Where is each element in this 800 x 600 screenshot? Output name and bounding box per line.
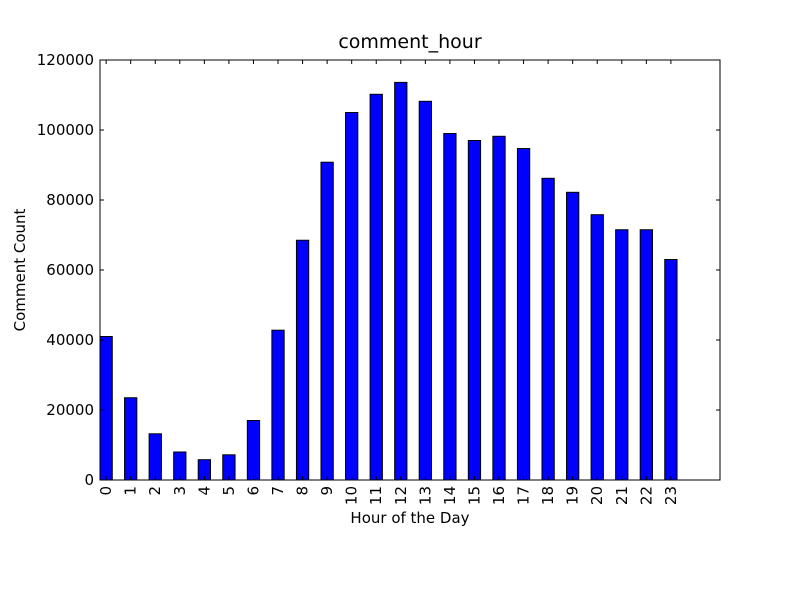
bars-group bbox=[99, 81, 678, 481]
y-tick-label: 100000 bbox=[37, 121, 94, 139]
x-tick-label: 18 bbox=[539, 486, 557, 505]
x-tick-label: 0 bbox=[97, 486, 115, 496]
x-axis-ticks: 0 1 2 3 4 5 6 7 8 9 10 11 12 13 14 15 16 17 18 19 20 21 22 23 bbox=[97, 60, 680, 505]
x-tick-label: 12 bbox=[392, 486, 410, 505]
x-tick-label: 9 bbox=[318, 486, 336, 496]
y-tick-label: 80000 bbox=[46, 191, 94, 209]
x-tick-label: 8 bbox=[294, 486, 312, 496]
x-tick-label: 23 bbox=[662, 486, 680, 505]
bar-hour-8 bbox=[295, 239, 310, 481]
x-tick-label: 1 bbox=[122, 486, 140, 496]
bar-hour-1 bbox=[124, 397, 138, 481]
x-tick-label: 16 bbox=[490, 486, 508, 505]
x-tick-label: 13 bbox=[416, 486, 434, 505]
bar-hour-19 bbox=[566, 191, 580, 481]
bar-hour-13 bbox=[418, 100, 432, 481]
bar-hour-11 bbox=[369, 93, 383, 481]
x-tick-label: 7 bbox=[269, 486, 287, 496]
bar-hour-21 bbox=[615, 229, 629, 481]
bar-hour-0 bbox=[99, 336, 113, 481]
y-tick-label: 120000 bbox=[37, 51, 94, 69]
x-tick-label: 17 bbox=[515, 486, 533, 505]
bar-hour-12 bbox=[394, 81, 408, 481]
y-tick-label: 40000 bbox=[46, 331, 94, 349]
bar-hour-3 bbox=[173, 451, 187, 481]
x-tick-label: 2 bbox=[146, 486, 164, 496]
bar-hour-9 bbox=[320, 161, 334, 481]
x-tick-label: 3 bbox=[171, 486, 189, 496]
bar-hour-16 bbox=[492, 135, 506, 481]
bar-hour-18 bbox=[541, 177, 555, 481]
x-tick-label: 20 bbox=[588, 486, 606, 505]
bar-hour-10 bbox=[345, 112, 359, 481]
bar-hour-15 bbox=[467, 140, 482, 481]
y-tick-label: 0 bbox=[84, 471, 94, 489]
y-tick-label: 60000 bbox=[46, 261, 94, 279]
x-tick-label: 11 bbox=[367, 486, 385, 505]
bar-hour-6 bbox=[246, 420, 261, 481]
x-tick-label: 22 bbox=[637, 486, 655, 505]
x-tick-label: 15 bbox=[465, 486, 483, 505]
bar-hour-2 bbox=[148, 433, 162, 481]
x-tick-label: 6 bbox=[244, 486, 262, 496]
x-tick-label: 19 bbox=[564, 486, 582, 505]
y-tick-label: 20000 bbox=[46, 401, 94, 419]
y-axis-ticks: 0 20000 40000 60000 80000 100000 120000 bbox=[37, 51, 720, 489]
x-tick-label: 5 bbox=[220, 486, 238, 496]
bar-hour-22 bbox=[639, 229, 653, 481]
y-axis-label: Comment Count bbox=[11, 208, 29, 331]
bar-hour-20 bbox=[590, 214, 604, 481]
chart-title: comment_hour bbox=[338, 31, 481, 53]
x-tick-label: 10 bbox=[343, 486, 361, 505]
x-tick-label: 21 bbox=[613, 486, 631, 505]
bar-hour-7 bbox=[271, 329, 285, 481]
x-tick-label: 14 bbox=[441, 486, 459, 505]
x-tick-label: 4 bbox=[195, 486, 213, 496]
bar-hour-23 bbox=[664, 259, 678, 481]
bar-hour-17 bbox=[516, 148, 531, 481]
x-axis-label: Hour of the Day bbox=[350, 509, 469, 527]
bar-hour-14 bbox=[443, 133, 457, 481]
